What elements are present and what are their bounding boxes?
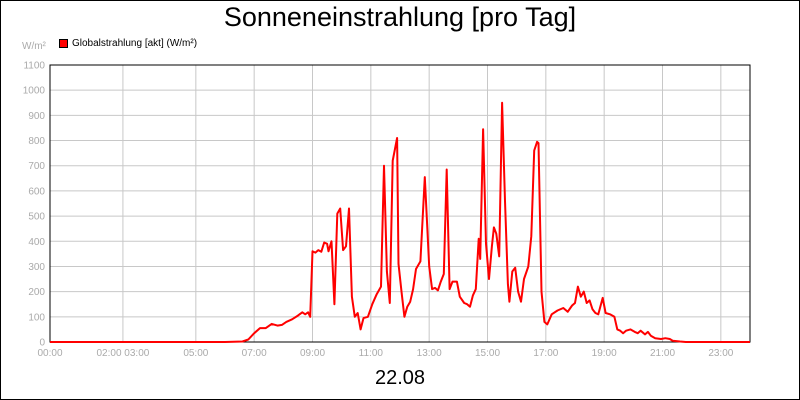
legend: Globalstrahlung [akt] (W/m²) bbox=[59, 38, 197, 49]
y-tick-label: 1000 bbox=[23, 86, 46, 97]
series-line-globalstrahlung bbox=[50, 101, 750, 343]
y-tick-label: 1100 bbox=[23, 61, 45, 72]
legend-swatch bbox=[59, 39, 68, 48]
y-tick-label: 400 bbox=[28, 237, 45, 248]
x-tick-label: 17:00 bbox=[533, 348, 558, 359]
y-tick-label: 900 bbox=[28, 111, 45, 122]
chart-title: Sonneneinstrahlung [pro Tag] bbox=[223, 2, 577, 32]
y-unit-label: W/m² bbox=[22, 41, 46, 52]
plot-border bbox=[49, 64, 751, 343]
x-tick-label: 19:00 bbox=[592, 348, 617, 359]
x-tick-label: 13:00 bbox=[417, 348, 442, 359]
x-tick-label: 23:00 bbox=[708, 348, 733, 359]
y-tick-label: 300 bbox=[28, 262, 45, 273]
y-tick-label: 500 bbox=[28, 212, 45, 223]
x-tick-label: 21:00 bbox=[650, 348, 675, 359]
date-label: 22.08 bbox=[374, 367, 426, 389]
axes bbox=[49, 64, 751, 343]
plot-background bbox=[50, 65, 750, 342]
x-tick-label: 02:00 03:00 bbox=[97, 348, 150, 359]
x-tick-label: 15:00 bbox=[475, 348, 500, 359]
x-tick-label: 07:00 bbox=[242, 348, 267, 359]
y-tick-label: 600 bbox=[28, 186, 45, 197]
x-tick-label: 00:00 bbox=[37, 348, 62, 359]
x-tick-labels: 00:00 02:00 03:00 05:00 07:00 09:00 11:00 13:0… bbox=[37, 348, 733, 359]
legend-label: Globalstrahlung [akt] (W/m²) bbox=[72, 38, 198, 49]
y-tick-label: 800 bbox=[28, 136, 45, 147]
x-tick-label: 05:00 bbox=[183, 348, 208, 359]
y-tick-label: 100 bbox=[28, 312, 45, 323]
y-tick-label: 0 bbox=[39, 338, 45, 349]
series-layer bbox=[50, 101, 750, 343]
y-tick-labels: 0 100 200 300 400 500 600 700 800 900 1000 1100 bbox=[23, 61, 46, 349]
y-tick-label: 200 bbox=[28, 287, 45, 298]
x-tick-label: 09:00 bbox=[300, 348, 325, 359]
x-tick-label: 11:00 bbox=[359, 348, 384, 359]
y-tick-label: 700 bbox=[28, 161, 45, 172]
